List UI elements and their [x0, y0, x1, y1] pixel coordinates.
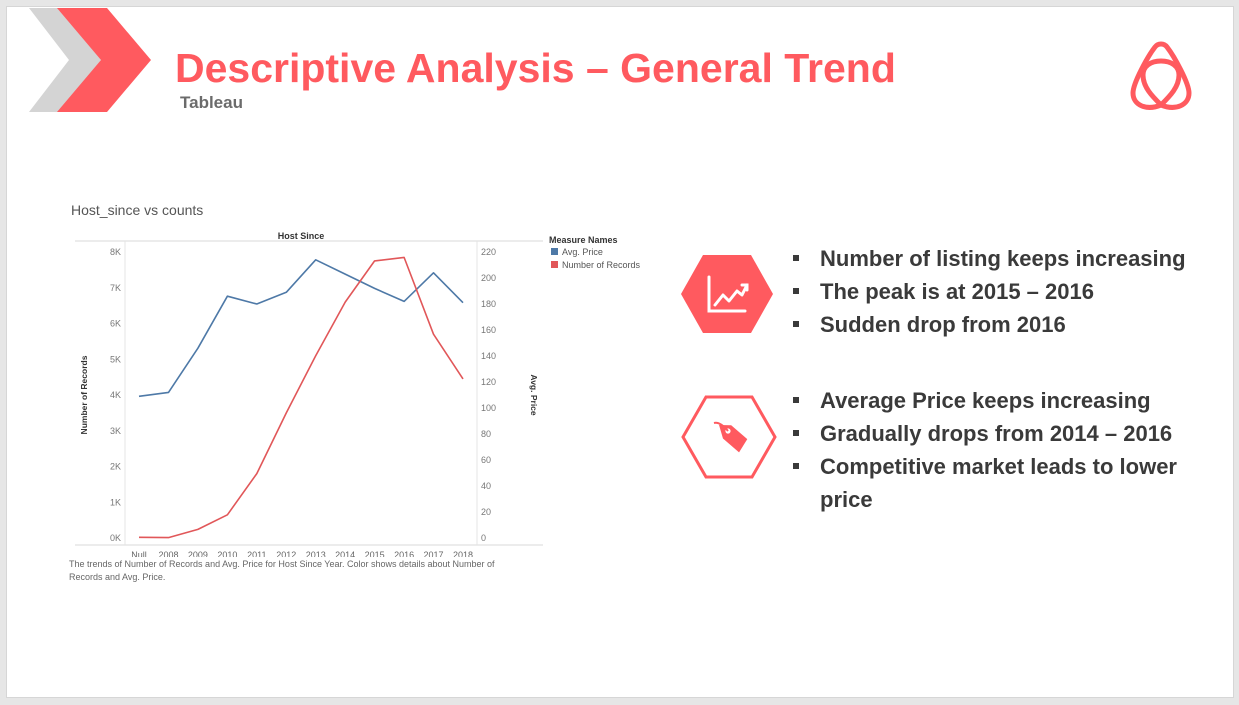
- chart-title: Host_since vs counts: [71, 202, 204, 218]
- data-point: [314, 354, 317, 357]
- y-axis-title: Number of Records: [79, 355, 89, 434]
- chart-header-label: Host Since: [278, 231, 325, 241]
- legend-entry: Number of Records: [562, 260, 641, 270]
- y2-tick-label: 100: [481, 403, 496, 413]
- insight-list-price: Average Price keeps increasing Gradually…: [791, 384, 1211, 516]
- x-tick-label: 2015: [365, 550, 385, 557]
- data-point: [226, 513, 229, 516]
- data-point: [256, 303, 259, 306]
- data-point: [373, 287, 376, 290]
- y-tick-label: 1K: [110, 497, 121, 507]
- x-tick-label: Null: [131, 550, 147, 557]
- y2-tick-label: 200: [481, 273, 496, 283]
- slide-title: Descriptive Analysis – General Trend: [175, 45, 896, 91]
- data-point: [462, 378, 465, 381]
- y2-axis-title: Avg. Price: [529, 374, 539, 416]
- slide-subtitle: Tableau: [180, 93, 243, 112]
- y-tick-label: 6K: [110, 319, 121, 329]
- data-point: [403, 256, 406, 259]
- y2-tick-label: 220: [481, 247, 496, 257]
- bullet-item: Average Price keeps increasing: [791, 384, 1211, 417]
- data-point: [403, 300, 406, 303]
- chevron-arrows-decoration: [29, 8, 151, 112]
- data-point: [256, 472, 259, 475]
- bullet-item: Competitive market leads to lower price: [791, 450, 1211, 516]
- y-tick-label: 8K: [110, 247, 121, 257]
- legend-title: Measure Names: [549, 235, 618, 245]
- y2-tick-label: 140: [481, 351, 496, 361]
- x-tick-label: 2016: [394, 550, 414, 557]
- legend-swatch: [551, 248, 558, 255]
- y-tick-label: 0K: [110, 533, 121, 543]
- data-point: [314, 259, 317, 262]
- data-point: [226, 295, 229, 298]
- x-tick-label: 2009: [188, 550, 208, 557]
- data-point: [373, 260, 376, 263]
- slide: Descriptive Analysis – General Trend Tab…: [6, 6, 1234, 698]
- bullet-item: Gradually drops from 2014 – 2016: [791, 417, 1211, 450]
- bullet-item: Sudden drop from 2016: [791, 308, 1211, 341]
- x-tick-label: 2008: [158, 550, 178, 557]
- data-point: [197, 528, 200, 531]
- y2-tick-label: 40: [481, 481, 491, 491]
- legend-entry: Avg. Price: [562, 247, 603, 257]
- x-tick-label: 2012: [276, 550, 296, 557]
- bullet-item: Number of listing keeps increasing: [791, 242, 1211, 275]
- x-tick-label: 2014: [335, 550, 355, 557]
- series-line-number-of-records: [138, 256, 464, 539]
- y2-tick-label: 60: [481, 455, 491, 465]
- y-tick-label: 7K: [110, 283, 121, 293]
- y2-tick-label: 20: [481, 507, 491, 517]
- data-point: [344, 301, 347, 304]
- data-point: [462, 301, 465, 304]
- chart-caption: The trends of Number of Records and Avg.…: [69, 559, 495, 582]
- y-tick-label: 5K: [110, 354, 121, 364]
- data-point: [285, 291, 288, 294]
- data-point: [167, 391, 170, 394]
- price-tag-icon: [681, 395, 777, 479]
- trend-chart-icon: [681, 255, 773, 333]
- data-point: [432, 272, 435, 275]
- data-point: [432, 333, 435, 336]
- airbnb-logo-icon: [1130, 41, 1192, 110]
- series-line-avg-price: [138, 258, 464, 398]
- y2-tick-label: 80: [481, 429, 491, 439]
- x-tick-label: 2011: [247, 550, 266, 557]
- data-point: [344, 273, 347, 276]
- data-point: [167, 536, 170, 539]
- y-tick-label: 3K: [110, 426, 121, 436]
- bullet-item: The peak is at 2015 – 2016: [791, 275, 1211, 308]
- data-point: [197, 347, 200, 350]
- line-chart: Host Since 0K 1K 2K 3K 4K 5K 6K 7K 8K 0 20 40 60 80 100…: [75, 231, 641, 557]
- y2-tick-label: 0: [481, 533, 486, 543]
- y2-tick-label: 160: [481, 325, 496, 335]
- x-tick-label: 2018: [453, 550, 473, 557]
- y2-tick-label: 120: [481, 377, 496, 387]
- y-tick-label: 4K: [110, 390, 121, 400]
- y2-tick-label: 180: [481, 299, 496, 309]
- x-tick-label: 2017: [424, 550, 444, 557]
- y-tick-label: 2K: [110, 462, 121, 472]
- data-point: [138, 395, 141, 398]
- data-point: [285, 412, 288, 415]
- data-point: [138, 536, 141, 539]
- x-tick-label: 2013: [306, 550, 326, 557]
- insight-list-listings: Number of listing keeps increasing The p…: [791, 242, 1211, 341]
- x-tick-label: 2010: [217, 550, 237, 557]
- legend-swatch: [551, 261, 558, 268]
